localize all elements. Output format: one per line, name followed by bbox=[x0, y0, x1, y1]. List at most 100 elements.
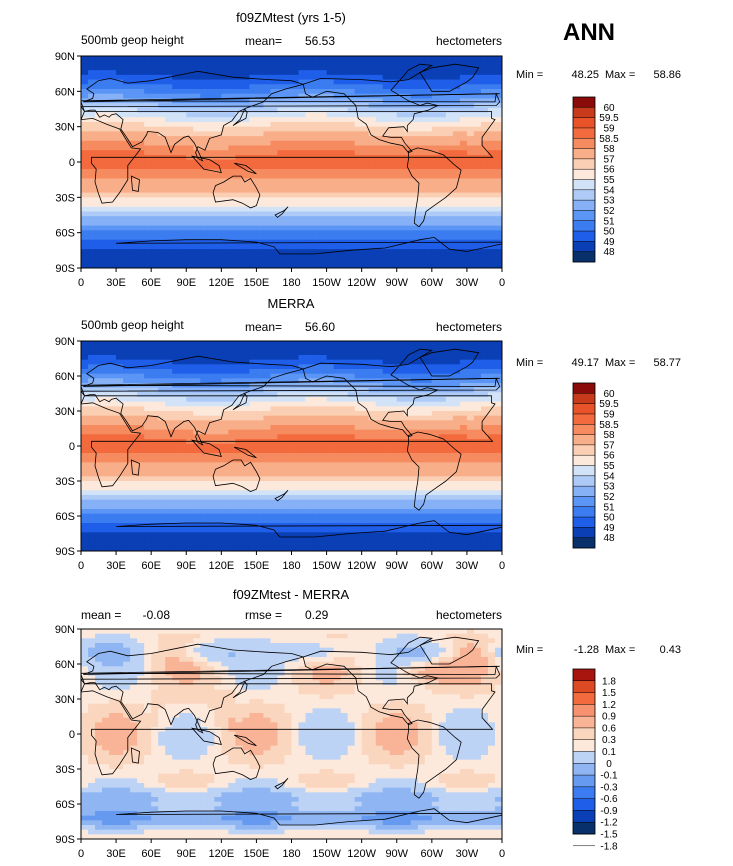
field-cell bbox=[193, 239, 201, 246]
field-cell bbox=[340, 355, 349, 361]
field-cell bbox=[354, 244, 363, 250]
field-cell bbox=[445, 462, 454, 468]
field-cell bbox=[361, 425, 370, 431]
colorbar-swatch bbox=[573, 97, 595, 108]
field-cell bbox=[207, 131, 215, 137]
field-cell bbox=[459, 406, 468, 412]
field-cell bbox=[151, 225, 159, 231]
field-cell bbox=[480, 178, 489, 184]
field-cell bbox=[326, 345, 335, 351]
field-cell bbox=[438, 164, 447, 170]
field-cell bbox=[186, 103, 194, 109]
field-cell bbox=[116, 509, 124, 515]
field-cell bbox=[284, 173, 293, 180]
field-cell bbox=[445, 107, 454, 114]
field-cell bbox=[270, 65, 279, 71]
field-cell bbox=[228, 392, 236, 398]
units-label: hectometers bbox=[436, 34, 502, 48]
field-cell bbox=[214, 74, 222, 81]
colorbar-swatch bbox=[573, 179, 595, 191]
field-cell bbox=[256, 225, 265, 231]
field-cell bbox=[417, 429, 426, 435]
field-cell bbox=[200, 258, 208, 264]
field-cell bbox=[179, 467, 187, 473]
field-cell bbox=[480, 364, 489, 370]
field-cell bbox=[298, 397, 307, 403]
field-cell bbox=[319, 495, 328, 501]
field-cell bbox=[305, 206, 314, 213]
field-cell bbox=[88, 197, 96, 203]
field-cell bbox=[200, 225, 208, 231]
field-cell bbox=[459, 112, 468, 118]
field-cell bbox=[417, 145, 426, 151]
field-cell bbox=[396, 364, 405, 370]
field-cell bbox=[151, 258, 159, 264]
field-cell bbox=[291, 258, 300, 264]
field-cell bbox=[452, 373, 461, 379]
field-cell bbox=[109, 173, 117, 180]
field-cell bbox=[207, 462, 215, 468]
field-cell bbox=[305, 173, 314, 180]
field-cell bbox=[186, 345, 194, 351]
field-cell bbox=[347, 206, 356, 213]
field-cell bbox=[158, 74, 166, 81]
field-cell bbox=[165, 70, 173, 76]
field-cell bbox=[396, 495, 405, 501]
field-cell bbox=[382, 79, 391, 85]
field-cell bbox=[382, 93, 391, 99]
field-cell bbox=[305, 117, 314, 123]
field-cell bbox=[347, 401, 356, 407]
field-cell bbox=[459, 159, 468, 165]
field-cell bbox=[200, 178, 208, 184]
field-cell bbox=[137, 481, 145, 487]
field-cell bbox=[123, 355, 131, 361]
field-cell bbox=[347, 56, 356, 62]
field-cell bbox=[466, 443, 475, 449]
field-cell bbox=[368, 471, 377, 477]
field-cell bbox=[186, 429, 194, 435]
field-cell bbox=[480, 88, 489, 95]
field-cell bbox=[116, 406, 124, 412]
field-cell bbox=[291, 411, 300, 417]
field-cell bbox=[438, 173, 447, 180]
field-cell bbox=[256, 253, 265, 260]
field-cell bbox=[207, 373, 215, 379]
field-cell bbox=[144, 121, 152, 128]
field-cell bbox=[102, 448, 110, 454]
field-cell bbox=[144, 216, 152, 222]
field-cell bbox=[81, 74, 89, 81]
field-cell bbox=[284, 88, 293, 95]
field-cell bbox=[347, 471, 356, 477]
field-cell bbox=[354, 211, 363, 217]
field-cell bbox=[340, 197, 349, 203]
field-cell bbox=[102, 355, 110, 361]
coastline bbox=[406, 147, 462, 228]
field-cell bbox=[291, 65, 300, 71]
field-cell bbox=[277, 397, 286, 403]
field-cell bbox=[228, 471, 236, 477]
field-cell bbox=[424, 145, 433, 151]
field-cell bbox=[207, 415, 215, 421]
mean-label: mean= bbox=[245, 34, 282, 48]
field-cell bbox=[207, 443, 215, 449]
field-cell bbox=[494, 499, 502, 505]
field-cell bbox=[326, 467, 335, 473]
field-cell bbox=[242, 411, 250, 417]
field-cell bbox=[312, 350, 321, 356]
field-cell bbox=[88, 504, 96, 510]
field-cell bbox=[480, 107, 489, 114]
field-cell bbox=[172, 65, 180, 71]
field-cell bbox=[487, 481, 496, 487]
field-cell bbox=[319, 429, 328, 435]
min-value: 48.25 bbox=[571, 69, 599, 81]
field-cell bbox=[459, 258, 468, 264]
field-cell bbox=[186, 235, 194, 241]
field-cell bbox=[165, 136, 173, 142]
field-cell bbox=[354, 359, 363, 365]
field-cell bbox=[438, 216, 447, 222]
field-cell bbox=[382, 392, 391, 398]
field-cell bbox=[207, 65, 215, 71]
field-cell bbox=[130, 499, 138, 505]
field-cell bbox=[242, 159, 250, 165]
field-cell bbox=[186, 150, 194, 156]
